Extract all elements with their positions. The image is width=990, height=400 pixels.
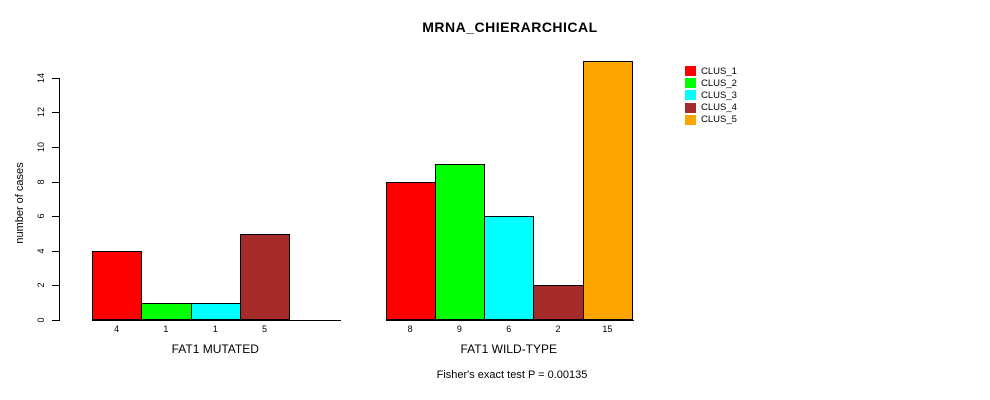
annotation-fisher-test: Fisher's exact test P = 0.00135 [436, 369, 588, 381]
legend-label: CLUS_4 [701, 102, 737, 114]
x-axis-baseline [385, 320, 634, 321]
bar-value-label: 15 [602, 324, 613, 334]
legend-item: CLUS_5 [685, 114, 737, 126]
legend-swatch-clus_4 [685, 102, 696, 113]
y-tick-label: 4 [36, 248, 46, 254]
y-axis-line [59, 77, 60, 321]
y-tick-label: 8 [36, 179, 46, 185]
legend-swatch-clus_1 [685, 66, 696, 76]
group-axis-label: FAT1 WILD-TYPE [460, 342, 557, 356]
y-tick-label: 10 [36, 142, 46, 153]
y-axis-label: number of cases [14, 162, 26, 244]
bar-value-label: 2 [555, 324, 561, 334]
y-axis-tick [52, 320, 59, 321]
y-axis-tick [52, 216, 59, 218]
bar-clus_1 [385, 181, 436, 320]
chart-title: MRNA_CHIERARCHICAL [422, 19, 598, 35]
group-axis-label: FAT1 MUTATED [171, 342, 259, 356]
y-tick-label: 6 [36, 213, 46, 219]
bar-value-label: 1 [163, 324, 169, 334]
bar-value-label: 1 [212, 324, 218, 334]
legend-label: CLUS_1 [701, 65, 737, 77]
y-tick-label: 14 [36, 72, 46, 83]
legend-swatch-clus_5 [685, 114, 696, 125]
bar-value-label: 5 [262, 324, 268, 334]
legend-swatch-clus_2 [685, 78, 696, 89]
y-tick-label: 0 [36, 317, 46, 323]
bar-value-label: 4 [114, 324, 120, 334]
bar-clus_3 [484, 216, 535, 320]
bar-value-label: 8 [407, 324, 413, 334]
y-axis-tick [52, 77, 59, 79]
bar-value-label: 9 [456, 324, 462, 334]
legend-label: CLUS_2 [701, 77, 737, 89]
legend-item: CLUS_4 [685, 102, 737, 114]
bar-clus_2 [434, 164, 486, 320]
bar-clus_1 [92, 250, 143, 320]
bar-clus_4 [533, 285, 584, 320]
legend-swatch-clus_3 [685, 90, 696, 101]
legend: CLUS_1 CLUS_2 CLUS_3 CLUS_4 CLUS_5 [685, 65, 737, 126]
bar-clus_3 [190, 302, 241, 320]
x-axis-baseline [92, 320, 341, 321]
legend-item: CLUS_3 [685, 89, 737, 101]
legend-label: CLUS_5 [701, 114, 737, 126]
bar-clus_5 [582, 60, 633, 320]
bar-clus_2 [141, 302, 192, 320]
y-axis-tick [52, 250, 59, 252]
legend-item: CLUS_1 [685, 65, 737, 77]
y-tick-label: 12 [36, 107, 46, 118]
legend-item: CLUS_2 [685, 77, 737, 89]
y-tick-label: 2 [36, 282, 46, 288]
y-axis-tick [52, 147, 59, 148]
y-axis-tick [52, 285, 59, 287]
bar-clus_4 [239, 233, 291, 320]
y-axis-tick [52, 112, 59, 114]
y-axis-tick [52, 181, 59, 183]
bar-value-label: 6 [506, 324, 512, 334]
legend-label: CLUS_3 [701, 89, 737, 101]
